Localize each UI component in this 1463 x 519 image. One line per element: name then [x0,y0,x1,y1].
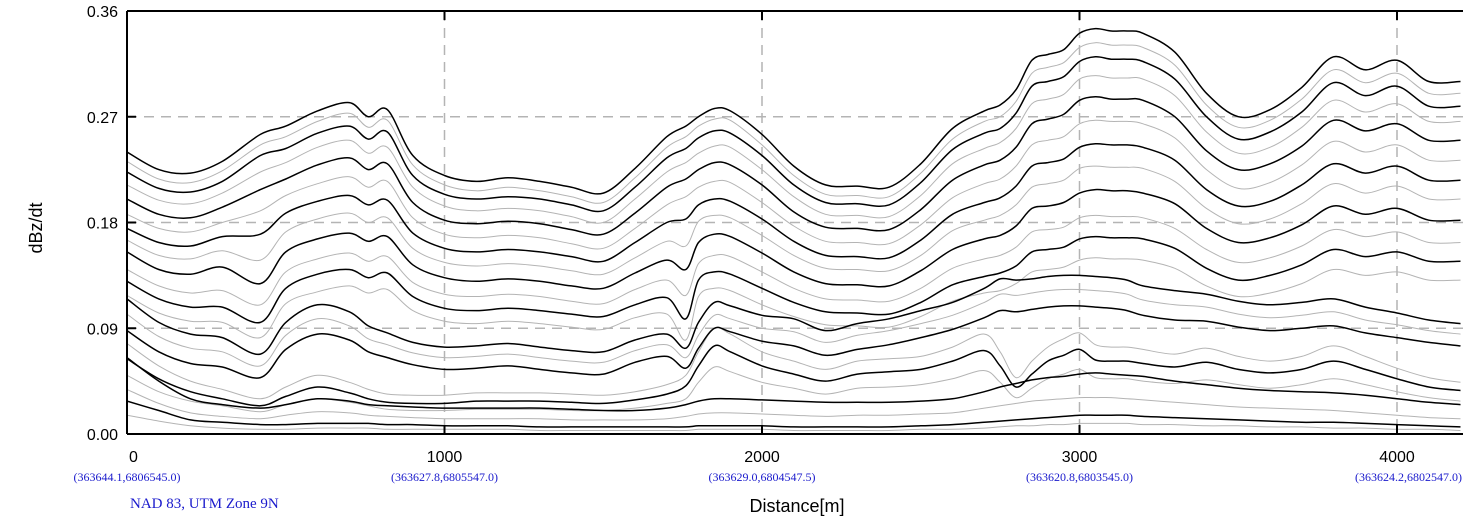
coordinate-label: (363624.2,6802547.0) [1355,470,1462,484]
series-line-9 [126,214,1461,306]
x-tick-label: 4000 [1379,449,1415,466]
coordinate-label: (363620.8,6803545.0) [1026,470,1133,484]
y-tick-label: 0.18 [87,216,118,233]
series-line-0 [126,27,1461,195]
y-tick-label: 0.36 [87,4,118,21]
series-line-15 [126,326,1461,400]
x-tick-label: 3000 [1062,449,1098,466]
y-tick-label: 0.00 [87,427,118,444]
series-line-11 [126,257,1461,341]
series-line-4 [126,96,1461,236]
y-tick-label: 0.27 [87,110,118,127]
y-axis-title: dBz/dt [26,202,46,253]
x-tick-label: 2000 [744,449,780,466]
series-line-6 [126,142,1461,263]
series-line-10 [126,235,1461,324]
series-line-13 [126,288,1461,367]
series-line-21 [126,414,1461,432]
coordinate-label: (363644.1,6806545.0) [74,470,181,484]
series-line-17 [126,366,1461,413]
series-line-5 [126,119,1461,250]
series-line-16 [126,344,1461,407]
x-tick-label: 0 [129,449,138,466]
series-line-12 [126,274,1461,355]
x-axis-title: Distance[m] [749,496,844,516]
series-line-20 [126,400,1461,428]
series-lines [126,27,1461,432]
grid-lines [127,11,1463,434]
series-line-8 [126,188,1461,290]
series-line-1 [126,42,1461,204]
series-line-2 [126,56,1461,213]
series-line-14 [126,305,1461,379]
coordinate-label: (363629.0,6804547.5) [709,470,816,484]
projection-label: NAD 83, UTM Zone 9N [130,496,279,512]
series-line-3 [126,75,1461,224]
series-line-18 [126,356,1461,412]
x-tick-label: 1000 [427,449,463,466]
series-line-7 [126,165,1461,276]
coordinate-label: (363627.8,6805547.0) [391,470,498,484]
series-line-19 [126,388,1461,421]
y-tick-label: 0.09 [87,321,118,338]
axis-ticks: 0 (363644.1,6806545.0) 1000 (363627.8,68055… [74,4,1463,484]
